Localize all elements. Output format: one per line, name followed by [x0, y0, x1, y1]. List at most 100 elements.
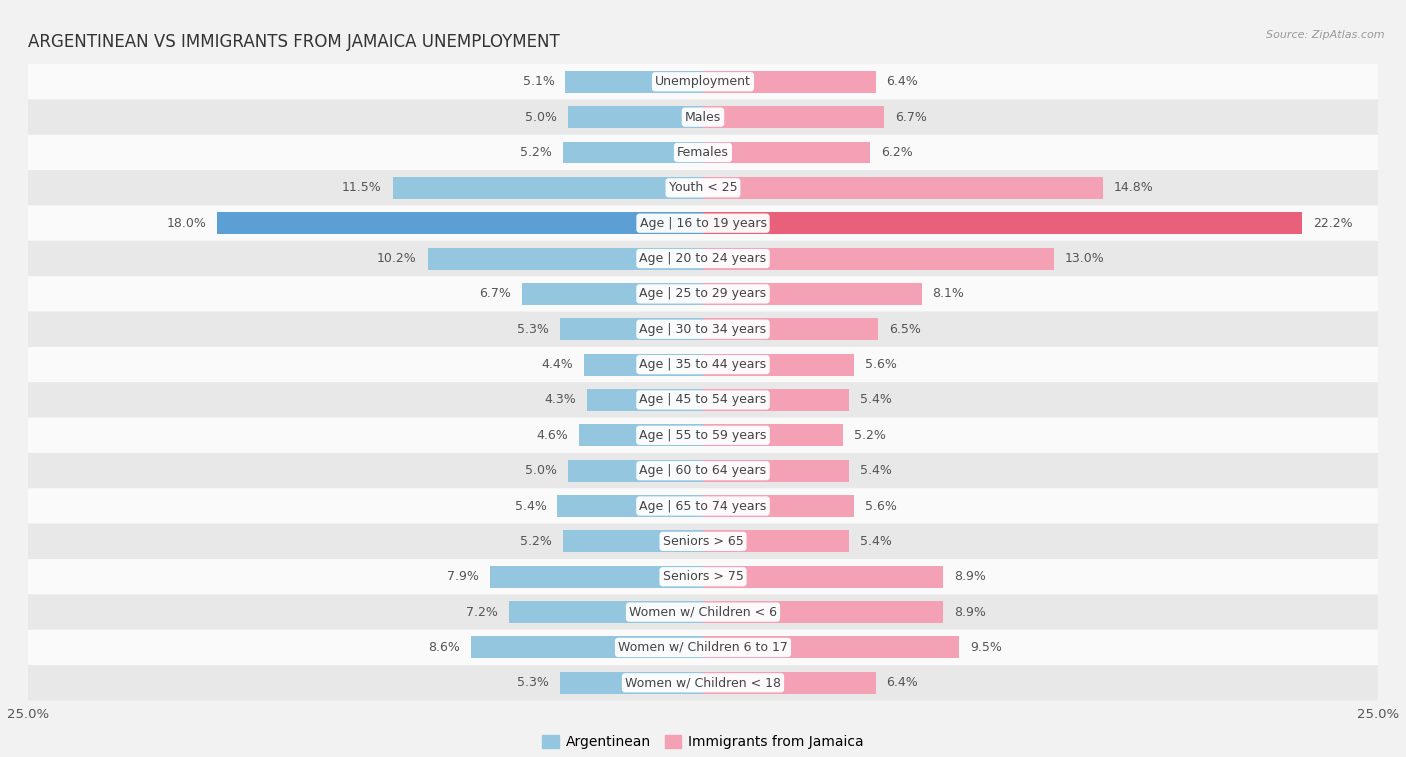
Bar: [509, 601, 703, 623]
Bar: [703, 283, 922, 305]
Text: Unemployment: Unemployment: [655, 75, 751, 89]
FancyBboxPatch shape: [28, 312, 1378, 347]
FancyBboxPatch shape: [28, 453, 1378, 488]
Text: 13.0%: 13.0%: [1064, 252, 1105, 265]
Text: 4.3%: 4.3%: [544, 394, 576, 407]
Text: 5.6%: 5.6%: [865, 500, 897, 512]
Legend: Argentinean, Immigrants from Jamaica: Argentinean, Immigrants from Jamaica: [537, 730, 869, 755]
Text: 5.2%: 5.2%: [520, 146, 551, 159]
FancyBboxPatch shape: [28, 488, 1378, 524]
Bar: [703, 318, 879, 340]
FancyBboxPatch shape: [28, 205, 1378, 241]
Text: 8.6%: 8.6%: [429, 641, 460, 654]
Bar: [703, 212, 1302, 234]
Bar: [585, 354, 703, 375]
Text: 8.9%: 8.9%: [955, 606, 986, 618]
Bar: [703, 601, 943, 623]
FancyBboxPatch shape: [28, 559, 1378, 594]
Bar: [703, 531, 849, 553]
Text: 5.0%: 5.0%: [526, 464, 557, 477]
Text: 14.8%: 14.8%: [1114, 182, 1153, 195]
Bar: [568, 106, 703, 128]
Text: Seniors > 65: Seniors > 65: [662, 535, 744, 548]
Text: Age | 20 to 24 years: Age | 20 to 24 years: [640, 252, 766, 265]
Text: Age | 25 to 29 years: Age | 25 to 29 years: [640, 288, 766, 301]
Text: 4.4%: 4.4%: [541, 358, 574, 371]
Text: 22.2%: 22.2%: [1313, 217, 1353, 229]
Text: 9.5%: 9.5%: [970, 641, 1002, 654]
Bar: [703, 565, 943, 587]
Text: 5.4%: 5.4%: [515, 500, 547, 512]
Text: 18.0%: 18.0%: [166, 217, 207, 229]
Text: Age | 35 to 44 years: Age | 35 to 44 years: [640, 358, 766, 371]
Text: Women w/ Children < 18: Women w/ Children < 18: [626, 676, 780, 690]
Bar: [489, 565, 703, 587]
Text: Youth < 25: Youth < 25: [669, 182, 737, 195]
FancyBboxPatch shape: [28, 241, 1378, 276]
Text: Women w/ Children < 6: Women w/ Children < 6: [628, 606, 778, 618]
Text: Source: ZipAtlas.com: Source: ZipAtlas.com: [1267, 30, 1385, 40]
Text: ARGENTINEAN VS IMMIGRANTS FROM JAMAICA UNEMPLOYMENT: ARGENTINEAN VS IMMIGRANTS FROM JAMAICA U…: [28, 33, 560, 51]
Bar: [703, 248, 1054, 269]
Bar: [557, 495, 703, 517]
Bar: [703, 177, 1102, 199]
Bar: [217, 212, 703, 234]
Text: Age | 55 to 59 years: Age | 55 to 59 years: [640, 428, 766, 442]
Text: 5.0%: 5.0%: [526, 111, 557, 123]
Bar: [703, 425, 844, 447]
FancyBboxPatch shape: [28, 170, 1378, 205]
Text: 7.2%: 7.2%: [465, 606, 498, 618]
FancyBboxPatch shape: [28, 99, 1378, 135]
Text: 5.2%: 5.2%: [520, 535, 551, 548]
Bar: [703, 106, 884, 128]
FancyBboxPatch shape: [28, 382, 1378, 418]
FancyBboxPatch shape: [28, 524, 1378, 559]
Bar: [560, 672, 703, 693]
Bar: [471, 637, 703, 659]
Text: 6.7%: 6.7%: [479, 288, 512, 301]
Text: 5.2%: 5.2%: [855, 428, 886, 442]
Bar: [703, 637, 959, 659]
Text: 7.9%: 7.9%: [447, 570, 479, 583]
Bar: [392, 177, 703, 199]
FancyBboxPatch shape: [28, 347, 1378, 382]
Bar: [427, 248, 703, 269]
FancyBboxPatch shape: [28, 630, 1378, 665]
FancyBboxPatch shape: [28, 665, 1378, 700]
Text: 5.3%: 5.3%: [517, 322, 550, 336]
Text: 6.7%: 6.7%: [894, 111, 927, 123]
Bar: [579, 425, 703, 447]
Text: 5.4%: 5.4%: [859, 394, 891, 407]
Text: 5.1%: 5.1%: [523, 75, 554, 89]
FancyBboxPatch shape: [28, 64, 1378, 99]
Text: 4.6%: 4.6%: [536, 428, 568, 442]
Text: 6.4%: 6.4%: [887, 676, 918, 690]
Bar: [586, 389, 703, 411]
Text: 5.3%: 5.3%: [517, 676, 550, 690]
Text: 8.9%: 8.9%: [955, 570, 986, 583]
Bar: [562, 142, 703, 164]
Bar: [565, 71, 703, 93]
Bar: [703, 459, 849, 481]
Text: Women w/ Children 6 to 17: Women w/ Children 6 to 17: [619, 641, 787, 654]
Bar: [703, 672, 876, 693]
FancyBboxPatch shape: [28, 594, 1378, 630]
Bar: [703, 71, 876, 93]
Bar: [560, 318, 703, 340]
Text: 10.2%: 10.2%: [377, 252, 416, 265]
Text: 11.5%: 11.5%: [342, 182, 382, 195]
Text: 6.2%: 6.2%: [882, 146, 912, 159]
Text: Age | 45 to 54 years: Age | 45 to 54 years: [640, 394, 766, 407]
Bar: [703, 389, 849, 411]
Text: Age | 30 to 34 years: Age | 30 to 34 years: [640, 322, 766, 336]
Text: 6.4%: 6.4%: [887, 75, 918, 89]
Text: 6.5%: 6.5%: [889, 322, 921, 336]
Text: 5.4%: 5.4%: [859, 464, 891, 477]
Text: 8.1%: 8.1%: [932, 288, 965, 301]
FancyBboxPatch shape: [28, 276, 1378, 312]
Bar: [568, 459, 703, 481]
Text: Age | 60 to 64 years: Age | 60 to 64 years: [640, 464, 766, 477]
Text: Females: Females: [678, 146, 728, 159]
Text: 5.6%: 5.6%: [865, 358, 897, 371]
FancyBboxPatch shape: [28, 135, 1378, 170]
